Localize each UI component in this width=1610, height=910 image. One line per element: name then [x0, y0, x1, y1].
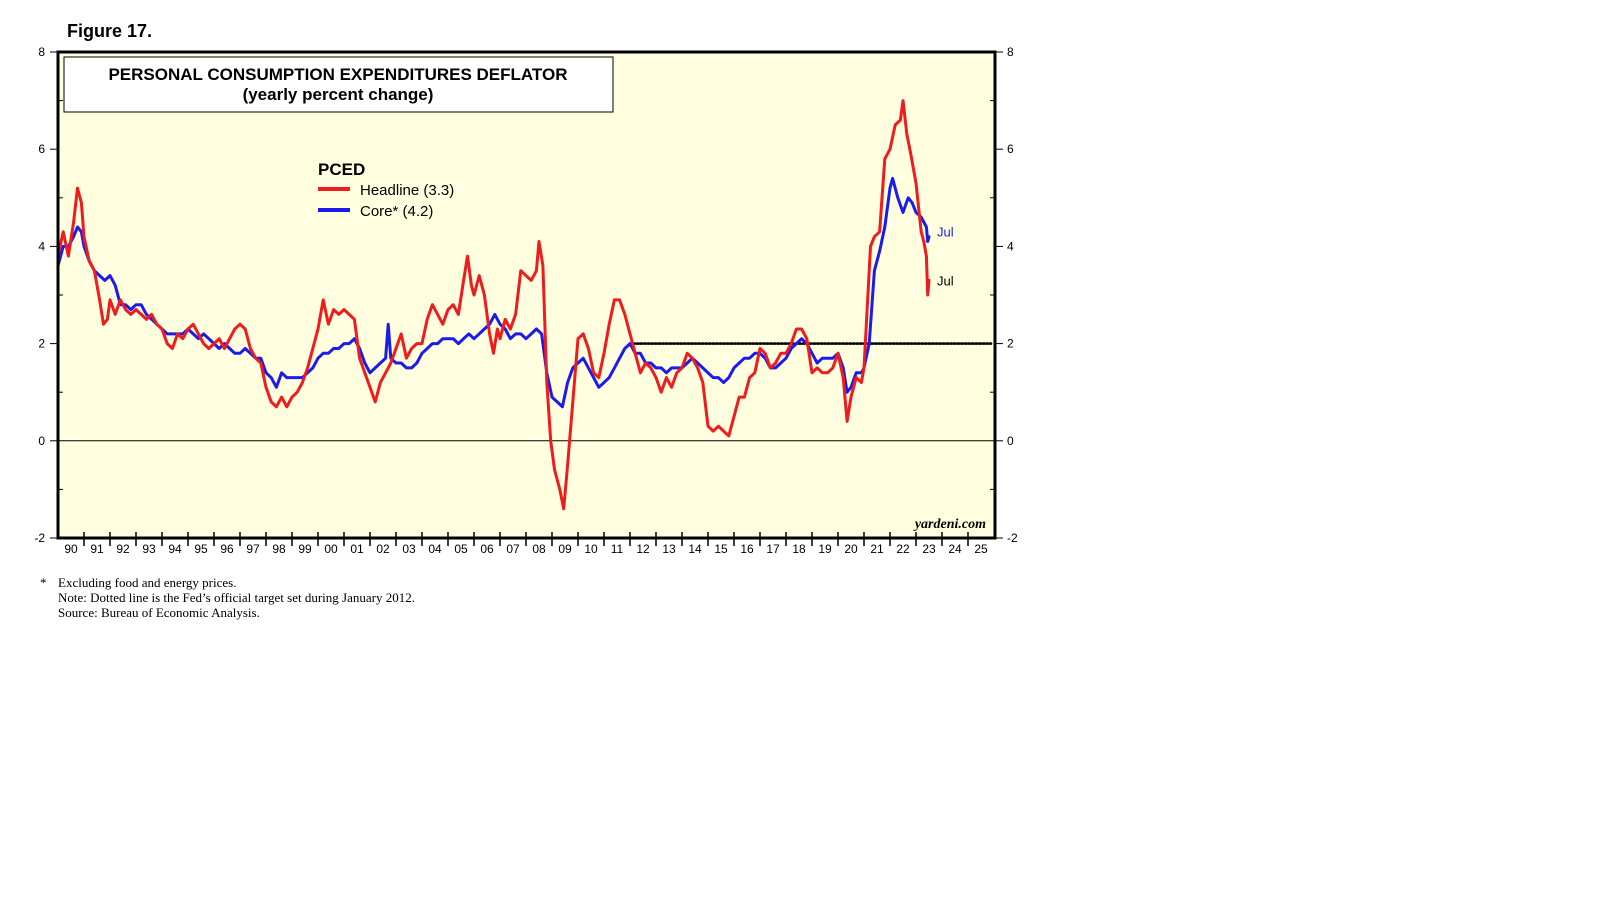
x-tick-label: 20	[844, 542, 858, 556]
y-tick-label-right: 0	[1007, 434, 1014, 448]
series-line-core	[56, 176, 931, 409]
footnote-target-note: Note: Dotted line is the Fed’s official …	[58, 590, 415, 605]
y-tick-label-left: 8	[38, 45, 45, 59]
y-tick-label-left: 0	[38, 434, 45, 448]
legend-title: PCED	[318, 160, 365, 179]
watermark: yardeni.com	[913, 517, 986, 532]
x-tick-label: 95	[194, 542, 208, 556]
footnotes: * Excluding food and energy prices. Note…	[40, 575, 415, 620]
x-tick-label: 91	[90, 542, 104, 556]
plot-background	[58, 52, 995, 538]
x-tick-label: 16	[740, 542, 754, 556]
x-tick-label: 94	[168, 542, 182, 556]
legend-label-headline: Headline (3.3)	[360, 182, 454, 199]
chart-subtitle: (yearly percent change)	[243, 85, 434, 104]
y-tick-label-right: -2	[1007, 531, 1018, 545]
x-tick-label: 08	[532, 542, 546, 556]
y-tick-label-left: 2	[38, 337, 45, 351]
x-tick-label: 11	[611, 542, 624, 556]
y-tick-label-right: 6	[1007, 142, 1014, 156]
end-label-headline: Jul	[937, 273, 954, 288]
y-tick-label-right: 4	[1007, 239, 1014, 253]
x-tick-label: 12	[636, 542, 650, 556]
x-tick-label: 15	[714, 542, 728, 556]
x-tick-label: 22	[896, 542, 910, 556]
x-tick-label: 93	[142, 542, 156, 556]
chart-title: PERSONAL CONSUMPTION EXPENDITURES DEFLAT…	[108, 65, 567, 84]
x-tick-label: 06	[480, 542, 494, 556]
x-tick-label: 10	[584, 542, 598, 556]
x-tick-label: 05	[454, 542, 468, 556]
x-tick-label: 03	[402, 542, 416, 556]
x-tick-label: 24	[948, 542, 962, 556]
footnote-source: Source: Bureau of Economic Analysis.	[58, 605, 260, 620]
y-tick-label-left: 4	[38, 239, 45, 253]
x-tick-label: 98	[272, 542, 286, 556]
legend-label-core: Core* (4.2)	[360, 203, 433, 220]
x-tick-label: 19	[818, 542, 832, 556]
x-tick-label: 99	[298, 542, 312, 556]
x-tick-label: 14	[688, 542, 702, 556]
y-tick-label-left: -2	[34, 531, 45, 545]
figure-label: Figure 17.	[67, 21, 153, 41]
end-label-core: Jul	[937, 225, 954, 240]
x-tick-label: 00	[324, 542, 338, 556]
x-tick-label: 07	[506, 542, 520, 556]
y-tick-label-left: 6	[38, 142, 45, 156]
x-tick-label: 01	[350, 542, 364, 556]
footnote-core-definition: Excluding food and energy prices.	[58, 575, 237, 590]
x-tick-label: 13	[662, 542, 676, 556]
x-tick-label: 17	[766, 542, 780, 556]
x-tick-label: 97	[246, 542, 260, 556]
x-tick-label: 90	[64, 542, 78, 556]
x-tick-label: 04	[428, 542, 442, 556]
x-tick-label: 92	[116, 542, 130, 556]
footnote-marker: *	[40, 575, 47, 590]
series-line-headline	[56, 99, 931, 511]
x-tick-label: 21	[870, 542, 884, 556]
title-box	[63, 56, 614, 113]
y-tick-label-right: 8	[1007, 45, 1014, 59]
x-tick-label: 18	[792, 542, 806, 556]
x-tick-label: 96	[220, 542, 234, 556]
x-tick-label: 09	[558, 542, 572, 556]
x-tick-label: 23	[922, 542, 936, 556]
x-tick-label: 25	[974, 542, 988, 556]
y-tick-label-right: 2	[1007, 337, 1014, 351]
x-tick-label: 02	[376, 542, 390, 556]
